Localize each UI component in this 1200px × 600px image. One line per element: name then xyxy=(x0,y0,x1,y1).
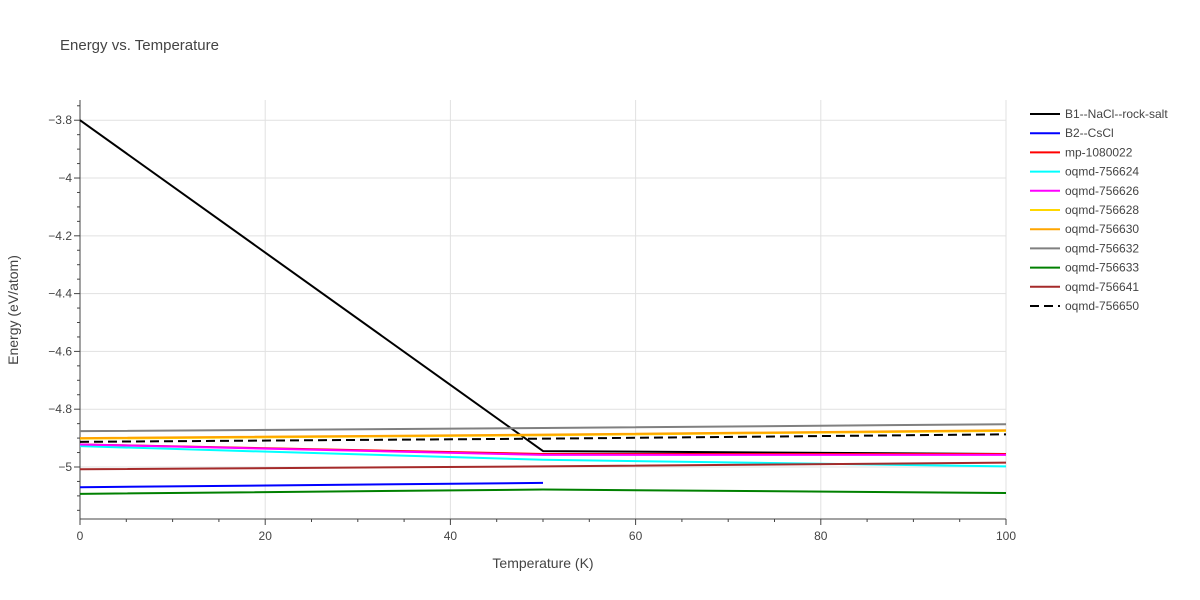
x-axis-title: Temperature (K) xyxy=(492,555,593,571)
series-line-oqmd-756633 xyxy=(79,488,1007,495)
x-tick-label: 100 xyxy=(996,529,1016,543)
y-tick-label: −4 xyxy=(58,171,72,185)
x-tick-label: 20 xyxy=(259,529,273,543)
series-line-oqmd-756650 xyxy=(79,433,1007,443)
legend: B1--NaCl--rock-salt B2--CsCl mp-1080022 oqm… xyxy=(1030,107,1168,313)
x-tick-label: 0 xyxy=(77,529,84,543)
legend-label: oqmd-756641 xyxy=(1065,280,1139,294)
y-tick-label: −4.4 xyxy=(48,287,72,301)
x-tick-label: 80 xyxy=(814,529,828,543)
y-tick-label: −4.2 xyxy=(48,229,72,243)
plot-area xyxy=(79,119,1007,495)
legend-label: oqmd-756624 xyxy=(1065,165,1139,179)
legend-label: oqmd-756650 xyxy=(1065,299,1139,313)
series-line-oqmd-756632 xyxy=(79,423,1007,433)
legend-label: B1--NaCl--rock-salt xyxy=(1065,107,1168,121)
series-line-oqmd-756626 xyxy=(79,443,1006,456)
y-tick-label: −4.8 xyxy=(48,402,72,416)
y-tick-label: −4.6 xyxy=(48,344,72,358)
series-line-B2--CsCl xyxy=(79,481,544,489)
y-tick-label: −3.8 xyxy=(48,113,72,127)
y-tick-label: −5 xyxy=(58,460,72,474)
x-tick-label: 40 xyxy=(444,529,458,543)
legend-label: oqmd-756630 xyxy=(1065,222,1139,236)
series-line-oqmd-756630 xyxy=(79,429,1007,440)
legend-label: B2--CsCl xyxy=(1065,126,1114,140)
legend-label: oqmd-756626 xyxy=(1065,184,1139,198)
chart-title: Energy vs. Temperature xyxy=(60,37,219,54)
series-line-B1--NaCl--rock-salt xyxy=(79,119,1007,455)
legend-label: oqmd-756628 xyxy=(1065,203,1139,217)
legend-label: mp-1080022 xyxy=(1065,145,1133,159)
axes: 0 20 40 60 80 100 −3.8 −4 −4.2 −4.4 −4.6 −4.8 −5 xyxy=(48,100,1016,543)
grid xyxy=(79,100,1007,519)
y-axis-title: Energy (eV/atom) xyxy=(5,255,21,365)
x-tick-label: 60 xyxy=(629,529,643,543)
series-line-oqmd-756641 xyxy=(79,461,1007,471)
legend-label: oqmd-756633 xyxy=(1065,261,1139,275)
legend-label: oqmd-756632 xyxy=(1065,241,1139,255)
